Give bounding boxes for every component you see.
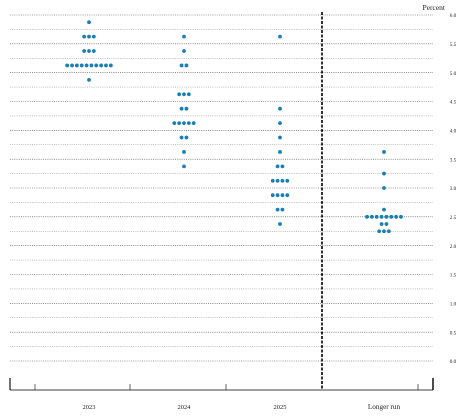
y-tick-label: 2.5	[450, 215, 457, 221]
participant-dot	[82, 34, 87, 39]
participant-dot	[365, 214, 369, 219]
participant-dot	[87, 20, 91, 25]
participant-dot	[374, 214, 379, 219]
participant-dot	[177, 121, 182, 126]
participant-dot	[87, 77, 91, 82]
participant-dot	[382, 150, 386, 154]
participant-dot	[182, 121, 186, 126]
participant-dot	[384, 222, 389, 226]
participant-dot	[278, 135, 282, 140]
participant-dot	[369, 214, 374, 219]
participant-dot	[104, 63, 108, 68]
participant-dot	[182, 92, 186, 97]
participant-dot	[278, 150, 282, 154]
participant-dot	[182, 34, 186, 39]
participant-dot	[386, 229, 391, 234]
participant-dot	[275, 178, 280, 183]
participant-dot	[379, 222, 384, 226]
participant-dot	[389, 214, 394, 219]
y-tick-label: 2.0	[450, 244, 457, 250]
participant-dot	[186, 121, 191, 126]
x-tick-label: 2025	[274, 404, 287, 411]
participant-dot	[65, 63, 70, 68]
participant-dot	[280, 207, 285, 212]
participant-dot	[184, 135, 189, 140]
participant-dot	[399, 214, 403, 219]
participant-dot	[172, 121, 177, 126]
participant-dot	[270, 178, 275, 183]
gridlines	[10, 14, 433, 362]
participant-dot	[108, 63, 113, 68]
participant-dot	[177, 92, 182, 97]
participant-dot	[278, 106, 282, 111]
participant-dot	[382, 171, 386, 176]
dots-layer	[65, 20, 403, 234]
participant-dot	[285, 178, 290, 183]
participant-dot	[74, 63, 79, 68]
participant-dot	[278, 121, 282, 126]
participant-dot	[382, 186, 386, 190]
participant-dot	[79, 63, 84, 68]
participant-dot	[82, 49, 87, 53]
y-tick-label: 0.0	[450, 359, 457, 365]
participant-dot	[379, 214, 384, 219]
participant-dot	[278, 222, 282, 226]
participant-dot	[182, 164, 186, 169]
y-axis-tick-labels: 0.0 0.5 1.0 1.5 2.0 2.5 3.0 3.5 4.0 4.5 5.0 5.5 6.0	[450, 13, 457, 365]
participant-dot	[87, 34, 91, 39]
participant-dot	[285, 193, 290, 198]
x-tick-label: 2023	[83, 404, 96, 411]
y-tick-label: 4.5	[450, 100, 457, 106]
participant-dot	[99, 63, 104, 68]
participant-dot	[179, 135, 184, 140]
participant-dot	[275, 164, 280, 169]
participant-dot	[275, 193, 280, 198]
participant-dot	[384, 214, 389, 219]
x-tick-label: 2024	[178, 404, 192, 411]
y-tick-label: 1.0	[450, 302, 457, 308]
y-tick-label: 5.0	[450, 71, 457, 77]
participant-dot	[94, 63, 99, 68]
participant-dot	[377, 229, 382, 234]
y-tick-label: 1.5	[450, 273, 457, 279]
participant-dot	[182, 150, 186, 154]
participant-dot	[184, 63, 189, 68]
participant-dot	[89, 63, 94, 68]
participant-dot	[280, 193, 285, 198]
participant-dot	[280, 164, 285, 169]
y-tick-label: 6.0	[450, 13, 457, 19]
y-tick-label: 3.0	[450, 186, 457, 192]
participant-dot	[394, 214, 399, 219]
participant-dot	[84, 63, 89, 68]
y-tick-label: 4.0	[450, 129, 457, 135]
unit-label: Percent	[423, 3, 446, 12]
participant-dot	[278, 34, 282, 39]
participant-dot	[270, 193, 275, 198]
participant-dot	[186, 92, 191, 97]
participant-dot	[280, 178, 285, 183]
participant-dot	[91, 49, 96, 53]
participant-dot	[179, 63, 184, 68]
participant-dot	[382, 229, 386, 234]
participant-dot	[382, 207, 386, 212]
participant-dot	[182, 49, 186, 53]
participant-dot	[91, 34, 96, 39]
participant-dot	[87, 49, 91, 53]
participant-dot	[191, 121, 196, 126]
participant-dot	[184, 106, 189, 111]
y-tick-label: 3.5	[450, 157, 457, 163]
x-axis: 2023 2024 2025 Longer run	[9, 378, 434, 411]
x-tick-label: Longer run	[368, 403, 401, 411]
participant-dot	[275, 207, 280, 212]
y-tick-label: 5.5	[450, 42, 457, 48]
participant-dot	[70, 63, 74, 68]
participant-dot	[179, 106, 184, 111]
y-tick-label: 0.5	[450, 330, 457, 336]
